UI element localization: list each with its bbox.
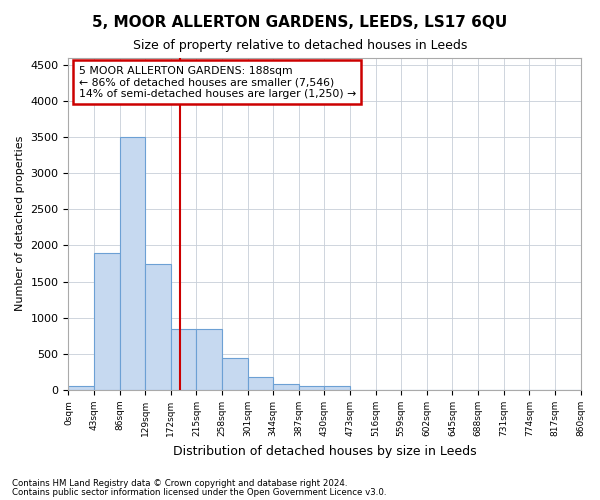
Bar [68,386,94,390]
X-axis label: Distribution of detached houses by size in Leeds: Distribution of detached houses by size … [173,444,476,458]
Bar [171,328,196,390]
Bar [299,386,325,390]
Text: Contains HM Land Registry data © Crown copyright and database right 2024.: Contains HM Land Registry data © Crown c… [12,479,347,488]
Bar [94,252,119,390]
Text: Contains public sector information licensed under the Open Government Licence v3: Contains public sector information licen… [12,488,386,497]
Bar [325,386,350,390]
Bar [222,358,248,390]
Bar [145,264,171,390]
Bar [273,384,299,390]
Bar [119,137,145,390]
Bar [196,328,222,390]
Text: 5, MOOR ALLERTON GARDENS, LEEDS, LS17 6QU: 5, MOOR ALLERTON GARDENS, LEEDS, LS17 6Q… [92,15,508,30]
Text: 5 MOOR ALLERTON GARDENS: 188sqm
← 86% of detached houses are smaller (7,546)
14%: 5 MOOR ALLERTON GARDENS: 188sqm ← 86% of… [79,66,356,99]
Bar [248,378,273,390]
Text: Size of property relative to detached houses in Leeds: Size of property relative to detached ho… [133,39,467,52]
Y-axis label: Number of detached properties: Number of detached properties [15,136,25,312]
